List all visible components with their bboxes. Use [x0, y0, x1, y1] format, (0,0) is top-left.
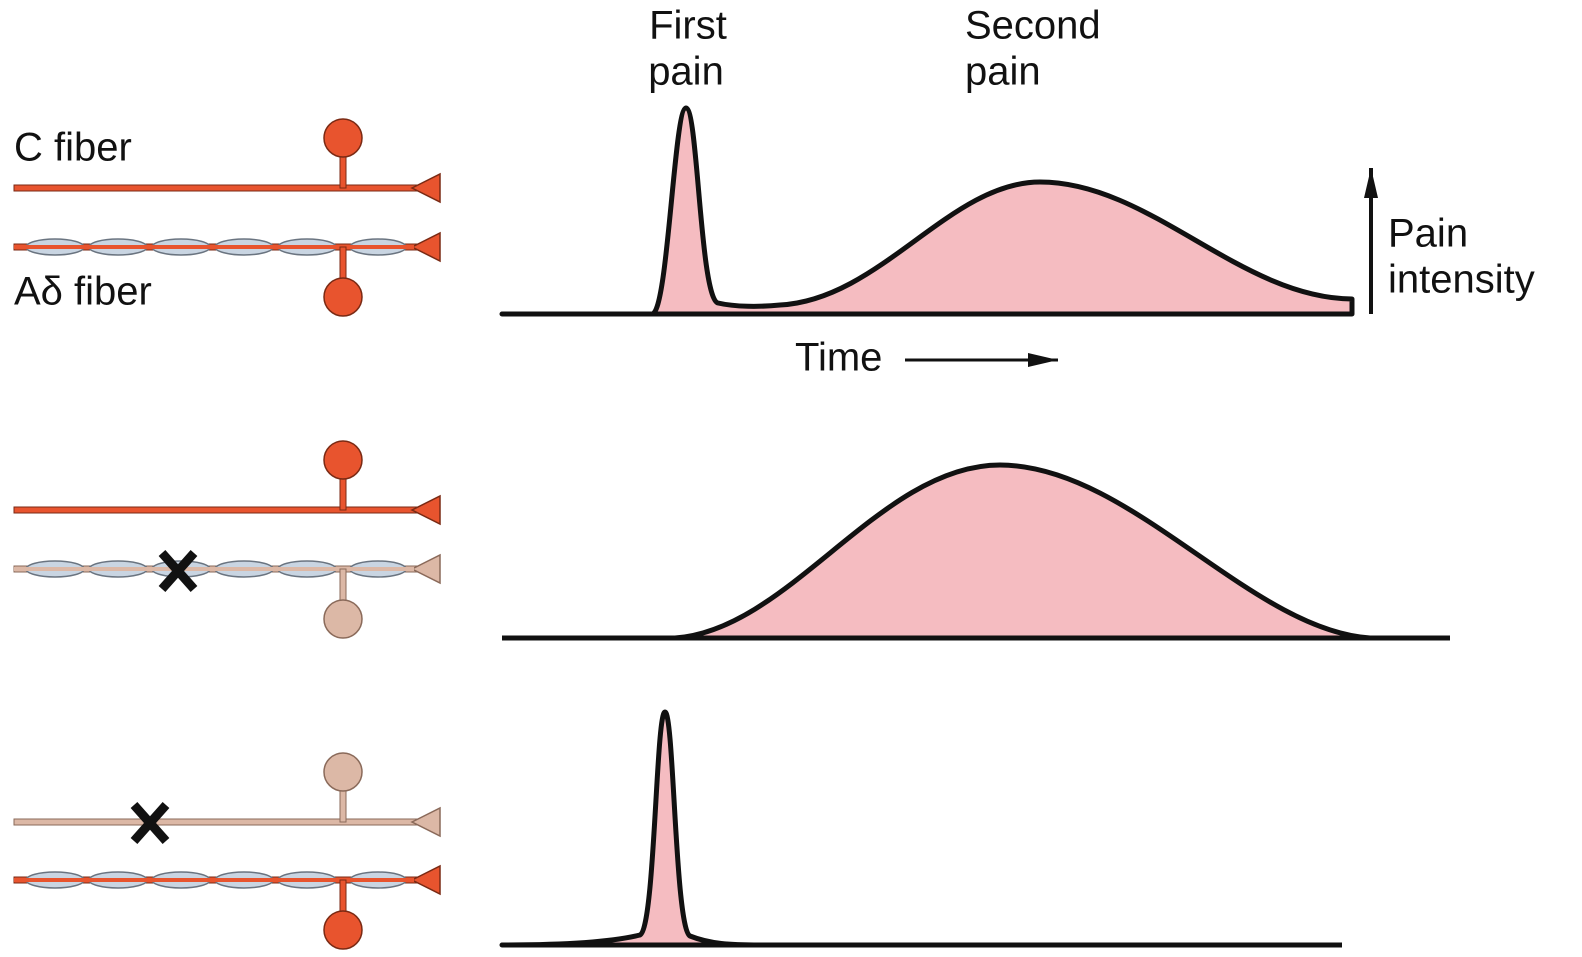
terminal [412, 866, 440, 894]
cell-body [324, 441, 362, 479]
cell-body [324, 911, 362, 949]
cell-body [324, 119, 362, 157]
terminal [412, 233, 440, 261]
fibers [14, 119, 440, 949]
c-fiber [14, 441, 440, 524]
label-time: Time [795, 336, 882, 380]
label-second-pain: pain [965, 50, 1041, 94]
terminal [412, 174, 440, 202]
figure: First pain Second pain C fiber Aδ fiber … [0, 0, 1582, 957]
axon [14, 819, 418, 825]
axon [14, 185, 418, 191]
label-first-pain: First [649, 4, 727, 48]
cell-body [324, 753, 362, 791]
terminal [412, 496, 440, 524]
label-second-pain: Second [965, 4, 1101, 48]
a-delta-fiber [14, 555, 440, 638]
pain-curve-c-only [675, 465, 1370, 638]
cell-body [324, 278, 362, 316]
axon [14, 507, 418, 513]
terminal [412, 555, 440, 583]
axon-core [14, 878, 414, 882]
c-fiber [14, 753, 440, 836]
label-c-fiber: C fiber [14, 126, 132, 170]
terminal [412, 808, 440, 836]
pain-curve-a-delta-only [502, 712, 760, 945]
label-first-pain: pain [648, 50, 724, 94]
pain-curve-normal [502, 108, 1352, 314]
cell-body [324, 600, 362, 638]
a-delta-fiber [14, 866, 440, 949]
label-a-delta-fiber: Aδ fiber [14, 270, 152, 314]
axon-core [14, 567, 414, 571]
label-pain-intensity: Pain [1388, 212, 1468, 256]
label-pain-intensity: intensity [1388, 258, 1535, 302]
axon-core [14, 245, 414, 249]
